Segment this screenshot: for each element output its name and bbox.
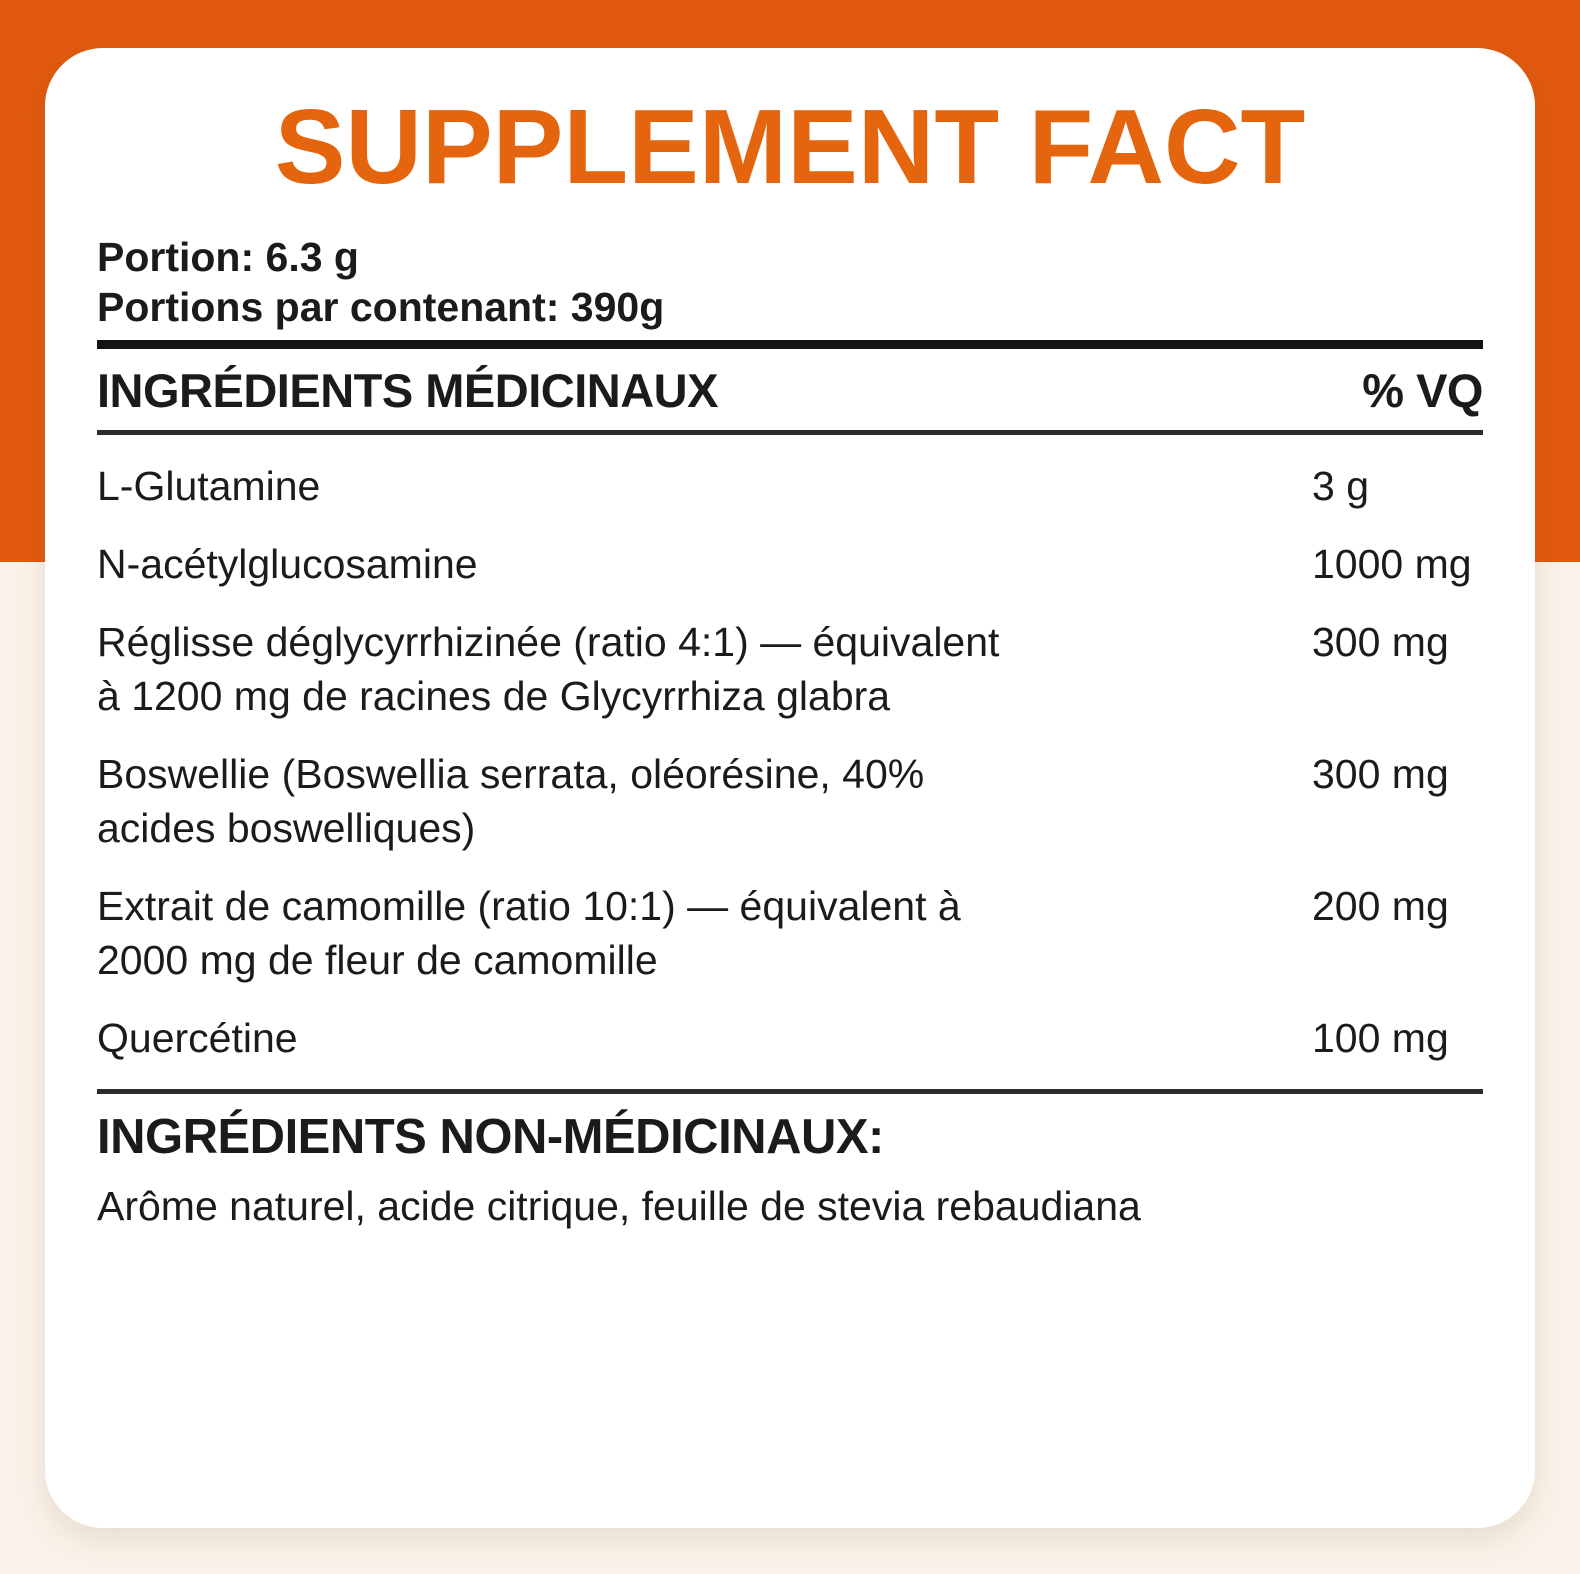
ingredient-name: Quercétine xyxy=(97,1015,298,1061)
non-medicinal-header: INGRÉDIENTS NON-MÉDICINAUX: xyxy=(97,1110,884,1164)
supplement-title: SUPPLEMENT FACT xyxy=(274,88,1306,206)
ingredient-row: Boswellie (Boswellia serrata, oléorésine… xyxy=(97,747,1483,855)
ingredient-amount: 3 g xyxy=(1312,463,1369,509)
medicinal-header: INGRÉDIENTS MÉDICINAUX xyxy=(97,364,718,417)
ingredient-rows: L-Glutamine 3 g N-acétylglucosamine 1000… xyxy=(97,459,1483,1065)
ingredient-row: N-acétylglucosamine 1000 mg xyxy=(97,537,1483,591)
portion-line: Portion: 6.3 g xyxy=(97,234,359,280)
portions-per-container-line: Portions par contenant: 390g xyxy=(97,284,665,330)
daily-value-header: % VQ xyxy=(1362,364,1483,417)
ingredient-amount: 200 mg xyxy=(1312,883,1449,929)
ingredient-row: Extrait de camomille (ratio 10:1) — équi… xyxy=(97,879,1483,987)
ingredient-row: Quercétine 100 mg xyxy=(97,1011,1483,1065)
divider-thick-top xyxy=(97,340,1483,349)
ingredient-name: Extrait de camomille (ratio 10:1) — équi… xyxy=(97,883,961,983)
divider-bottom xyxy=(97,1089,1483,1094)
ingredient-row: L-Glutamine 3 g xyxy=(97,459,1483,513)
ingredient-name: L-Glutamine xyxy=(97,463,321,509)
supplement-facts-card: SUPPLEMENT FACT Portion: 6.3 g Portions … xyxy=(45,48,1535,1528)
ingredient-amount: 300 mg xyxy=(1312,751,1449,797)
medicinal-header-row: INGRÉDIENTS MÉDICINAUX % VQ xyxy=(97,364,1483,418)
ingredient-amount: 100 mg xyxy=(1312,1015,1449,1061)
ingredient-name: Boswellie (Boswellia serrata, oléorésine… xyxy=(97,751,925,851)
ingredient-amount: 1000 mg xyxy=(1312,541,1472,587)
ingredient-name: N-acétylglucosamine xyxy=(97,541,478,587)
non-medicinal-text: Arôme naturel, acide citrique, feuille d… xyxy=(97,1183,1141,1229)
ingredient-name: Réglisse déglycyrrhizinée (ratio 4:1) — … xyxy=(97,619,1000,719)
divider-under-header xyxy=(97,430,1483,435)
ingredient-amount: 300 mg xyxy=(1312,619,1449,665)
ingredient-row: Réglisse déglycyrrhizinée (ratio 4:1) — … xyxy=(97,615,1483,723)
serving-info: Portion: 6.3 g Portions par contenant: 3… xyxy=(97,232,1483,332)
